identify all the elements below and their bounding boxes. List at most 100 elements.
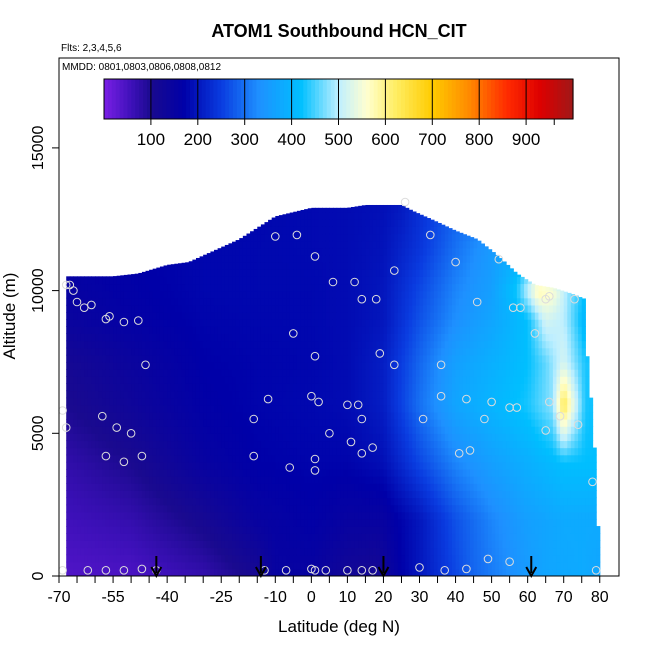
heatmap-cell <box>66 383 71 392</box>
heatmap-cell <box>336 447 341 456</box>
heatmap-cell <box>430 497 435 506</box>
heatmap-cell <box>260 433 266 442</box>
heatmap-cell <box>415 561 421 570</box>
heatmap-cell <box>127 526 132 534</box>
heatmap-cell <box>210 504 215 513</box>
heatmap-cell <box>87 419 93 427</box>
heatmap-cell <box>325 269 330 277</box>
heatmap-cell <box>275 233 280 242</box>
heatmap-cell <box>325 333 330 342</box>
heatmap-cell <box>415 354 421 363</box>
heatmap-cell <box>336 518 341 527</box>
heatmap-cell <box>87 369 93 377</box>
heatmap-cell <box>188 540 193 549</box>
heatmap-cell <box>163 411 168 420</box>
heatmap-cell <box>296 247 302 256</box>
heatmap-cell <box>91 283 96 292</box>
heatmap-cell <box>214 490 219 499</box>
heatmap-cell <box>116 326 121 334</box>
heatmap-cell <box>394 312 399 320</box>
heatmap-cell <box>91 433 96 442</box>
heatmap-cell <box>376 568 381 576</box>
heatmap-cell <box>372 212 377 220</box>
heatmap-cell <box>300 312 305 320</box>
heatmap-cell <box>159 390 165 399</box>
heatmap-cell <box>354 254 359 263</box>
heatmap-cell <box>415 533 421 541</box>
heatmap-cell <box>405 518 410 527</box>
heatmap-cell <box>405 497 410 506</box>
heatmap-cell <box>412 426 417 434</box>
heatmap-cell <box>289 269 294 277</box>
heatmap-cell <box>224 247 230 256</box>
heatmap-cell <box>170 297 175 306</box>
heatmap-cell <box>224 404 230 413</box>
heatmap-cell <box>311 490 316 499</box>
heatmap-cell <box>289 533 294 541</box>
heatmap-cell <box>105 326 111 334</box>
heatmap-cell <box>401 376 406 384</box>
heatmap-cell <box>412 419 417 427</box>
heatmap-cell <box>203 447 208 456</box>
heatmap-cell <box>412 497 417 506</box>
heatmap-cell <box>343 511 348 520</box>
heatmap-cell <box>419 276 424 285</box>
heatmap-cell <box>221 283 226 292</box>
heatmap-cell <box>253 312 258 320</box>
heatmap-cell <box>260 483 266 491</box>
heatmap-cell <box>369 390 374 399</box>
heatmap-cell <box>232 533 237 541</box>
heatmap-cell <box>437 561 442 570</box>
heatmap-cell <box>304 547 309 556</box>
heatmap-cell <box>181 369 186 377</box>
heatmap-cell <box>296 526 302 534</box>
heatmap-cell <box>318 568 323 576</box>
heatmap-cell <box>296 369 302 377</box>
heatmap-cell <box>232 376 237 384</box>
heatmap-cell <box>347 233 352 242</box>
heatmap-cell <box>293 283 298 292</box>
heatmap-cell <box>177 483 183 491</box>
heatmap-cell <box>195 526 201 534</box>
heatmap-cell <box>354 526 359 534</box>
heatmap-cell <box>87 376 93 384</box>
heatmap-cell <box>358 376 363 384</box>
heatmap-cell <box>257 426 262 434</box>
heatmap-cell <box>307 319 312 327</box>
heatmap-cell <box>185 490 190 499</box>
heatmap-cell <box>361 483 367 491</box>
heatmap-cell <box>185 419 190 427</box>
heatmap-cell <box>430 511 435 520</box>
heatmap-cell <box>340 497 345 506</box>
heatmap-cell <box>257 312 262 320</box>
heatmap-cell <box>152 369 157 377</box>
heatmap-cell <box>116 333 121 342</box>
heatmap-cell <box>177 319 183 327</box>
heatmap-cell <box>325 561 330 570</box>
heatmap-cell <box>177 497 183 506</box>
heatmap-cell <box>214 454 219 463</box>
heatmap-cell <box>84 333 89 342</box>
heatmap-cell <box>307 533 312 541</box>
heatmap-cell <box>282 461 287 470</box>
heatmap-cell <box>87 354 93 363</box>
heatmap-cell <box>239 483 244 491</box>
heatmap-cell <box>235 326 240 334</box>
heatmap-cell <box>325 262 330 270</box>
heatmap-cell <box>437 361 442 370</box>
heatmap-cell <box>156 390 161 399</box>
heatmap-cell <box>84 454 89 463</box>
heatmap-cell <box>141 397 147 406</box>
heatmap-cell <box>387 347 392 356</box>
heatmap-cell <box>296 383 302 392</box>
heatmap-cell <box>257 290 262 299</box>
heatmap-cell <box>369 304 374 313</box>
heatmap-cell <box>329 276 334 285</box>
heatmap-cell <box>221 540 226 549</box>
heatmap-cell <box>141 504 147 513</box>
heatmap-cell <box>116 354 121 363</box>
heatmap-cell <box>195 433 201 442</box>
heatmap-cell <box>271 561 276 570</box>
heatmap-cell <box>73 369 78 377</box>
heatmap-cell <box>91 468 96 477</box>
